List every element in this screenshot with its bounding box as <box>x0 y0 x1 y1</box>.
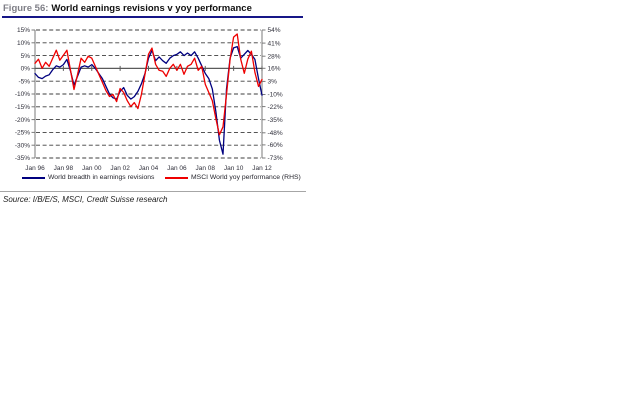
x-axis-label: Jan 12 <box>252 165 272 172</box>
x-axis-label: Jan 00 <box>82 165 102 172</box>
figure-title-text: World earnings revisions v yoy performan… <box>51 3 252 14</box>
line-chart: 15% 10% 5% 0% -5% -10% -15% -20% -25% -30% -35% 54%… <box>15 27 283 172</box>
x-axis-label: Jan 96 <box>25 165 45 172</box>
x-axis-label: Jan 98 <box>54 165 74 172</box>
figure-title: Figure 56: World earnings revisions v yoy… <box>3 3 252 14</box>
title-underline <box>2 16 303 18</box>
right-axis-label: -35% <box>268 117 283 124</box>
source-note: Source: I/B/E/S, MSCI, Credit Suisse res… <box>3 195 168 204</box>
series-line-msci <box>34 33 263 136</box>
chart-legend: World breadth in earnings revisions MSCI… <box>0 174 308 184</box>
legend-label-msci: MSCI World yoy performance (RHS) <box>191 174 301 181</box>
left-axis-label: -35% <box>15 155 30 162</box>
left-axis-label: 5% <box>21 53 31 60</box>
right-axis-label: 41% <box>268 40 281 47</box>
right-axis-label: 28% <box>268 53 281 60</box>
right-axis-label: -73% <box>268 155 283 162</box>
legend-item-msci: MSCI World yoy performance (RHS) <box>165 174 301 181</box>
left-axis-label: 10% <box>17 40 30 47</box>
right-axis-label: -60% <box>268 142 283 149</box>
x-axis-label: Jan 10 <box>224 165 244 172</box>
x-axis-label: Jan 08 <box>195 165 215 172</box>
left-axis-label: -15% <box>15 104 30 111</box>
source-divider <box>0 191 306 192</box>
legend-swatch-breadth <box>22 176 45 179</box>
x-axis-label: Jan 02 <box>110 165 130 172</box>
left-axis-label: -20% <box>15 117 30 124</box>
left-axis-label: -10% <box>15 91 30 98</box>
right-axis-label: -22% <box>268 104 283 111</box>
left-axis-label: -5% <box>18 78 30 85</box>
x-axis-label: Jan 04 <box>139 165 159 172</box>
right-axis-label: 3% <box>268 79 278 86</box>
right-axis-label: 16% <box>268 65 281 72</box>
right-axis-label: -48% <box>268 130 283 137</box>
left-axis-label: -25% <box>15 130 30 137</box>
legend-swatch-msci <box>165 176 188 179</box>
left-axis-label: -30% <box>15 142 30 149</box>
figure-number-label: Figure 56: <box>3 3 49 14</box>
left-axis-label: 0% <box>21 66 31 73</box>
left-axis-label: 15% <box>17 27 30 34</box>
x-axis-label: Jan 06 <box>167 165 187 172</box>
legend-label-breadth: World breadth in earnings revisions <box>48 174 155 181</box>
legend-item-breadth: World breadth in earnings revisions <box>22 174 154 181</box>
right-axis-label: 54% <box>268 27 281 34</box>
right-axis-label: -10% <box>268 92 283 99</box>
